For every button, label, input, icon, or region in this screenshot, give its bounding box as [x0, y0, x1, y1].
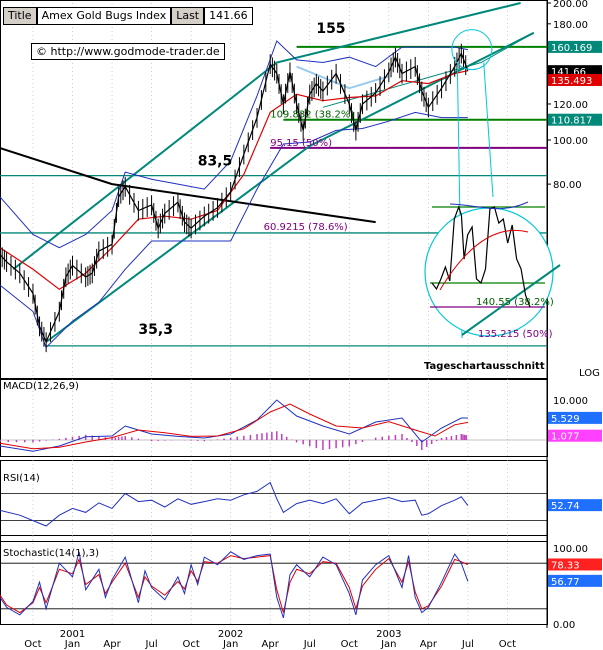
chart-annotation: 109.832 (38.2%) — [270, 110, 354, 121]
macd-title: MACD(12,26,9) — [3, 381, 79, 392]
moving-average-line — [0, 70, 469, 291]
x-tick-label: Jul — [303, 639, 316, 650]
x-tick-label: Oct — [24, 639, 41, 650]
inset-channel-line — [461, 264, 561, 336]
rsi-value-label: 52.74 — [551, 501, 580, 512]
macd-value-box — [548, 429, 602, 442]
stochastic-y-tick: 100.00 — [553, 544, 588, 555]
chart-annotation: 155 — [316, 21, 345, 37]
chart-annotation: 95.15 (50%) — [270, 138, 332, 149]
title-label: Title — [3, 7, 37, 25]
macd-value-label: 5.529 — [551, 414, 580, 425]
x-tick-label: Jan — [380, 639, 396, 650]
inset-chart: 140.55 (38.2%) 135.215 (50%) Tageschartaus… — [424, 201, 561, 372]
x-tick-year: 2003 — [376, 629, 401, 640]
y-tick-label: 80.00 — [553, 180, 582, 191]
macd-value-label: 1.077 — [551, 432, 580, 443]
rsi-title: RSI(14) — [3, 473, 40, 484]
chart-annotation: 35,3 — [138, 322, 173, 338]
y-tick-label: 180.00 — [553, 20, 588, 31]
price-value-box — [548, 40, 602, 53]
macd-signal-line — [0, 403, 468, 450]
stochastic-value-label: 78.33 — [551, 560, 580, 571]
rsi-panel-frame — [0, 460, 548, 542]
price-value-box — [548, 73, 602, 86]
last-label: Last — [171, 7, 205, 25]
x-tick-label: Jan — [64, 639, 80, 650]
rsi-line — [0, 481, 469, 527]
inset-ma-line — [439, 229, 529, 291]
stochastic-panel: 100.00 0.00 78.33 56.77 — [0, 544, 602, 631]
y-tick-label: 120.00 — [553, 100, 588, 111]
copyright-url[interactable]: © http://www.godmode-trader.de — [31, 43, 225, 60]
macd-panel: 10.000 5.529 1.077 — [0, 396, 602, 452]
channel-upper-line — [12, 2, 521, 271]
channel-lower-line — [45, 31, 535, 343]
log-scale-label: LOG — [579, 368, 600, 379]
macd-value-box — [548, 411, 602, 424]
last-value: 141.66 — [204, 7, 253, 25]
x-tick-label: Jul — [145, 639, 158, 650]
bollinger-upper — [0, 40, 468, 249]
macd-y-tick: 10.000 — [553, 396, 588, 407]
x-tick-label: Apr — [420, 639, 438, 650]
price-panel: 155 83,5 35,3 109.832 (38.2%) 95.15 (50%) 60.… — [0, 0, 602, 379]
x-tick-label: Oct — [341, 639, 358, 650]
rsi-value-box — [548, 499, 602, 512]
x-tick-year: 2001 — [60, 629, 85, 640]
chart-annotation: 60.9215 (78.6%) — [264, 222, 348, 233]
stochastic-value-box — [548, 574, 602, 587]
price-value-label: 135.493 — [551, 76, 592, 87]
inset-bollinger — [449, 201, 529, 210]
stochastic-value-box — [548, 558, 602, 571]
price-value-label: 110.817 — [551, 116, 592, 127]
x-tick-label: Oct — [499, 639, 516, 650]
stochastic-k-line — [0, 551, 469, 619]
price-value-box — [548, 113, 602, 126]
x-tick-year: 2002 — [218, 629, 243, 640]
inset-caption: Tageschartausschnitt — [424, 361, 545, 372]
black-trendline — [0, 147, 376, 224]
stochastic-y-tick: 0.00 — [553, 620, 575, 631]
connector-line — [483, 62, 494, 198]
highlight-circle — [451, 29, 493, 71]
stochastic-value-label: 56.77 — [551, 577, 580, 588]
y-tick-label: 100.00 — [553, 136, 588, 147]
x-tick-label: Apr — [103, 639, 121, 650]
bollinger-lower — [0, 111, 468, 349]
x-tick-label: Oct — [182, 639, 199, 650]
x-tick-label: Apr — [262, 639, 280, 650]
price-value-label: 160.169 — [551, 43, 592, 54]
x-tick-label: Jul — [461, 639, 474, 650]
x-tick-label: Jan — [222, 639, 238, 650]
stochastic-title: Stochastic(14(1),3) — [3, 548, 99, 559]
macd-line — [0, 399, 468, 452]
stochastic-d-line — [0, 555, 469, 614]
chart-header: Title Amex Gold Bugs Index Last 141.66 — [3, 7, 253, 25]
light-trendline — [296, 65, 390, 90]
inset-label-50: 135.215 (50%) — [478, 329, 553, 340]
y-tick-label: 200.00 — [553, 0, 588, 10]
price-value-label: 141.66 — [551, 67, 586, 78]
title-value: Amex Gold Bugs Index — [36, 7, 172, 25]
rsi-panel: 52.74 — [0, 481, 602, 527]
inset-label-382: 140.55 (38.2%) — [476, 297, 554, 308]
chart-annotation: 83,5 — [198, 153, 233, 169]
